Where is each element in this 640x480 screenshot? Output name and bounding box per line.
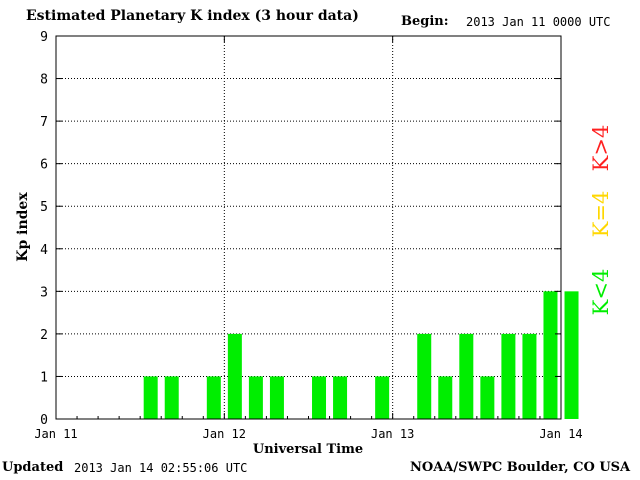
kp-bar <box>522 333 537 419</box>
x-tick-label: Jan 14 <box>539 427 582 441</box>
legend-label: K<4 <box>589 269 613 316</box>
kp-bar <box>206 376 221 419</box>
kp-bar <box>564 291 579 419</box>
x-tick-label: Jan 12 <box>203 427 246 441</box>
legend-label: K=4 <box>589 191 613 238</box>
kp-bar <box>312 376 327 419</box>
updated-value: 2013 Jan 14 02:55:06 UTC <box>74 461 248 475</box>
kp-bar <box>143 376 158 419</box>
kp-bar <box>227 333 242 419</box>
updated-label: Updated <box>2 460 64 475</box>
kp-bar <box>543 291 558 419</box>
y-tick-label: 5 <box>40 200 48 215</box>
legend: K<4 K=4 K>4 <box>589 125 613 316</box>
begin-value: 2013 Jan 11 0000 UTC <box>466 15 611 29</box>
y-tick-label: 8 <box>40 73 48 88</box>
begin-label: Begin: <box>401 14 449 29</box>
kp-bar <box>164 376 179 419</box>
kp-bar <box>333 376 348 419</box>
x-axis-ticks: Jan 11 Jan 12 Jan 13 Jan 14 <box>34 36 583 441</box>
legend-label: K>4 <box>589 125 613 172</box>
chart-title: Estimated Planetary K index (3 hour data… <box>26 8 359 24</box>
kp-bar <box>269 376 284 419</box>
y-tick-label: 2 <box>40 328 48 343</box>
kp-bar <box>438 376 453 419</box>
x-tick-label: Jan 11 <box>34 427 77 441</box>
kp-bar <box>459 333 474 419</box>
kp-bar <box>248 376 263 419</box>
kp-bar <box>375 376 390 419</box>
kp-bar <box>501 333 516 419</box>
y-tick-label: 7 <box>40 115 48 130</box>
kp-bar <box>480 376 495 419</box>
y-tick-label: 0 <box>40 413 48 428</box>
credit-text: NOAA/SWPC Boulder, CO USA <box>410 460 631 475</box>
bar-series <box>143 291 579 419</box>
x-axis-label: Universal Time <box>253 442 363 457</box>
kp-bar <box>417 333 432 419</box>
y-axis-ticks: 0 1 2 3 4 5 6 7 8 9 <box>40 30 561 428</box>
plot-frame <box>55 35 562 420</box>
y-tick-label: 3 <box>40 285 48 300</box>
y-tick-label: 9 <box>40 30 48 45</box>
grid-lines <box>56 36 561 419</box>
y-tick-label: 6 <box>40 158 48 173</box>
y-tick-label: 1 <box>40 370 48 385</box>
y-axis-label: Kp index <box>15 192 31 262</box>
x-tick-label: Jan 13 <box>371 427 414 441</box>
y-tick-label: 4 <box>40 243 48 258</box>
